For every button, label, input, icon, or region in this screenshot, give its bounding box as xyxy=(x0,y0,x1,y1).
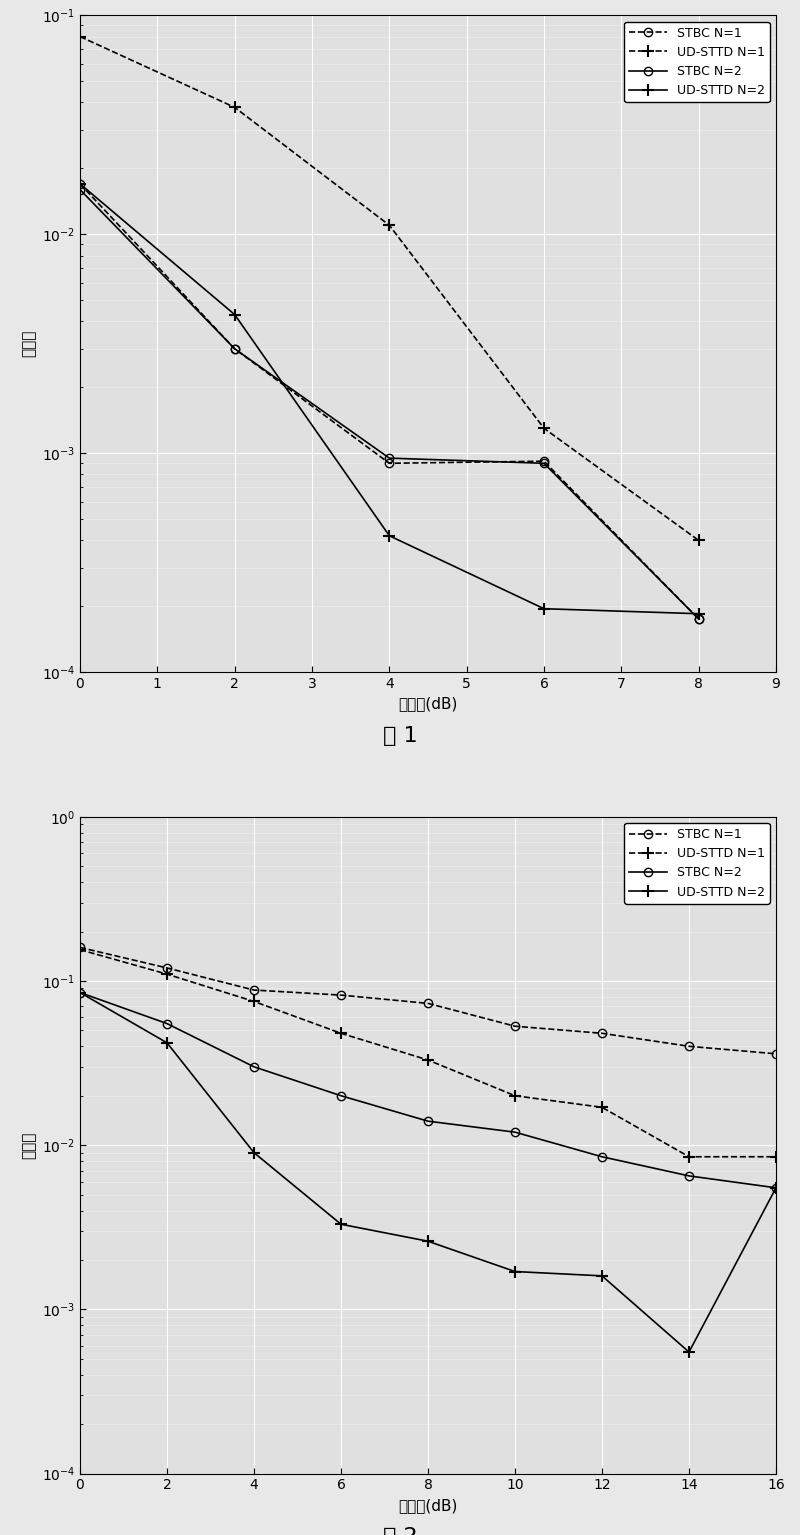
STBC N=1 xyxy=(694,609,703,628)
STBC N=1 xyxy=(75,938,85,956)
UD-STTD N=1 xyxy=(597,1098,607,1116)
Line: UD-STTD N=2: UD-STTD N=2 xyxy=(74,987,782,1358)
STBC N=1 xyxy=(771,1045,781,1064)
UD-STTD N=1 xyxy=(250,992,259,1010)
UD-STTD N=2 xyxy=(250,1144,259,1162)
UD-STTD N=1 xyxy=(336,1024,346,1042)
UD-STTD N=2 xyxy=(162,1033,172,1051)
UD-STTD N=1 xyxy=(423,1051,433,1070)
UD-STTD N=2 xyxy=(230,305,239,324)
Line: STBC N=1: STBC N=1 xyxy=(76,180,703,623)
STBC N=2 xyxy=(694,609,703,628)
STBC N=2 xyxy=(539,454,549,473)
Legend: STBC N=1, UD-STTD N=1, STBC N=2, UD-STTD N=2: STBC N=1, UD-STTD N=1, STBC N=2, UD-STTD… xyxy=(624,823,770,904)
UD-STTD N=1 xyxy=(539,419,549,437)
STBC N=2 xyxy=(230,339,239,358)
UD-STTD N=1 xyxy=(230,98,239,117)
UD-STTD N=2 xyxy=(75,984,85,1002)
STBC N=1 xyxy=(510,1018,520,1036)
Text: 图 1: 图 1 xyxy=(382,726,418,746)
UD-STTD N=2 xyxy=(75,175,85,193)
STBC N=2 xyxy=(597,1148,607,1167)
UD-STTD N=1 xyxy=(75,941,85,959)
UD-STTD N=1 xyxy=(510,1087,520,1105)
STBC N=2 xyxy=(336,1087,346,1105)
STBC N=2 xyxy=(75,984,85,1002)
UD-STTD N=2 xyxy=(539,600,549,619)
STBC N=2 xyxy=(385,448,394,467)
STBC N=2 xyxy=(162,1015,172,1033)
STBC N=1 xyxy=(385,454,394,473)
UD-STTD N=2 xyxy=(423,1233,433,1251)
Line: UD-STTD N=1: UD-STTD N=1 xyxy=(74,944,782,1164)
UD-STTD N=1 xyxy=(694,531,703,550)
STBC N=1 xyxy=(539,451,549,470)
STBC N=1 xyxy=(684,1038,694,1056)
Y-axis label: 误码率: 误码率 xyxy=(21,1131,36,1159)
STBC N=1 xyxy=(230,339,239,358)
UD-STTD N=2 xyxy=(684,1343,694,1362)
STBC N=1 xyxy=(162,959,172,978)
Text: 图 2: 图 2 xyxy=(382,1527,418,1535)
Legend: STBC N=1, UD-STTD N=1, STBC N=2, UD-STTD N=2: STBC N=1, UD-STTD N=1, STBC N=2, UD-STTD… xyxy=(624,21,770,103)
STBC N=1 xyxy=(250,981,259,999)
UD-STTD N=1 xyxy=(75,28,85,46)
STBC N=1 xyxy=(423,995,433,1013)
UD-STTD N=1 xyxy=(684,1148,694,1167)
STBC N=2 xyxy=(250,1058,259,1076)
UD-STTD N=2 xyxy=(336,1216,346,1234)
X-axis label: 信噪比(dB): 信噪比(dB) xyxy=(398,1498,458,1514)
UD-STTD N=1 xyxy=(771,1148,781,1167)
STBC N=1 xyxy=(597,1024,607,1042)
STBC N=2 xyxy=(771,1179,781,1197)
UD-STTD N=2 xyxy=(771,1179,781,1197)
UD-STTD N=2 xyxy=(385,527,394,545)
STBC N=1 xyxy=(75,175,85,193)
UD-STTD N=2 xyxy=(597,1266,607,1285)
Line: UD-STTD N=1: UD-STTD N=1 xyxy=(74,31,705,546)
STBC N=1 xyxy=(336,985,346,1004)
Line: STBC N=2: STBC N=2 xyxy=(76,186,703,623)
STBC N=2 xyxy=(684,1167,694,1185)
Line: STBC N=1: STBC N=1 xyxy=(76,944,780,1058)
Y-axis label: 误码率: 误码率 xyxy=(21,330,36,358)
STBC N=2 xyxy=(75,181,85,200)
STBC N=2 xyxy=(510,1124,520,1142)
X-axis label: 信噪比(dB): 信噪比(dB) xyxy=(398,697,458,712)
UD-STTD N=1 xyxy=(162,966,172,984)
UD-STTD N=2 xyxy=(694,605,703,623)
Line: STBC N=2: STBC N=2 xyxy=(76,989,780,1193)
UD-STTD N=2 xyxy=(510,1262,520,1280)
STBC N=2 xyxy=(423,1111,433,1130)
Line: UD-STTD N=2: UD-STTD N=2 xyxy=(74,178,705,620)
UD-STTD N=1 xyxy=(385,216,394,235)
